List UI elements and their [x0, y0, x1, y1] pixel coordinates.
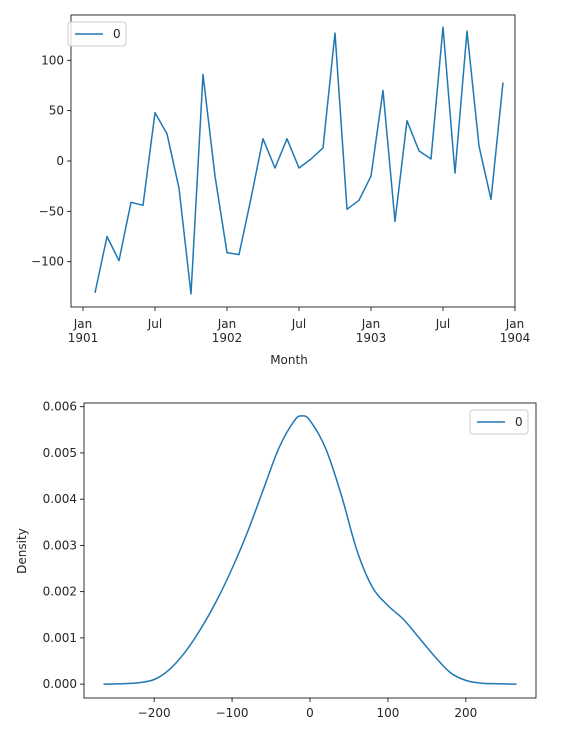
- timeseries-y-tick-label: 100: [41, 53, 64, 67]
- density-x-tick-label: −100: [216, 706, 249, 720]
- timeseries-y-tick-label: 0: [56, 154, 64, 168]
- timeseries-x-tick-label: Jan: [505, 317, 525, 331]
- density-y-ticks: 0.000 0.001 0.002 0.003 0.004 0.005 0.006: [43, 400, 84, 691]
- timeseries-x-tick-label: Jan: [217, 317, 237, 331]
- chart-density: 0.000 0.001 0.002 0.003 0.004 0.005 0.006 −200…: [15, 400, 537, 720]
- density-y-tick-label: 0.005: [43, 446, 77, 460]
- density-y-tick-label: 0.003: [43, 538, 77, 552]
- timeseries-y-tick-label: −50: [39, 204, 64, 218]
- timeseries-x-tick-label: Jan: [361, 317, 381, 331]
- timeseries-series-line: [94, 26, 504, 295]
- density-y-tick-label: 0.002: [43, 585, 77, 599]
- timeseries-x-tick-year: 1902: [212, 331, 243, 345]
- timeseries-x-tick-year: 1903: [356, 331, 387, 345]
- timeseries-x-tick-label: Jul: [435, 317, 450, 331]
- timeseries-legend: 0: [67, 21, 127, 47]
- density-y-tick-label: 0.006: [43, 400, 77, 414]
- density-legend: 0: [469, 409, 529, 435]
- timeseries-x-axis-label: Month: [270, 353, 308, 367]
- density-y-tick-label: 0.000: [43, 677, 77, 691]
- density-series-line: [103, 415, 517, 685]
- timeseries-x-tick-label: Jul: [147, 317, 162, 331]
- density-x-ticks: −200 −100 0 100 200: [138, 698, 477, 720]
- density-y-tick-label: 0.001: [43, 631, 77, 645]
- density-x-tick-label: 0: [306, 706, 314, 720]
- density-x-tick-label: 100: [376, 706, 399, 720]
- density-y-tick-label: 0.004: [43, 492, 77, 506]
- timeseries-y-tick-label: −100: [31, 255, 64, 269]
- timeseries-y-tick-label: 50: [49, 104, 64, 118]
- density-plot-area: [103, 415, 517, 685]
- density-legend-label: 0: [515, 415, 523, 429]
- timeseries-axes-frame: [70, 14, 516, 308]
- timeseries-x-tick-label: Jan: [73, 317, 93, 331]
- timeseries-x-tick-year: 1904: [500, 331, 531, 345]
- density-axes-frame: [83, 402, 537, 699]
- density-x-tick-label: 200: [454, 706, 477, 720]
- timeseries-y-ticks: −100 −50 0 50 100: [31, 53, 71, 269]
- timeseries-x-tick-label: Jul: [291, 317, 306, 331]
- timeseries-plot-area: [94, 26, 504, 295]
- density-y-axis-label: Density: [15, 528, 29, 574]
- timeseries-legend-label: 0: [113, 27, 121, 41]
- density-x-tick-label: −200: [138, 706, 171, 720]
- timeseries-x-tick-year: 1901: [68, 331, 99, 345]
